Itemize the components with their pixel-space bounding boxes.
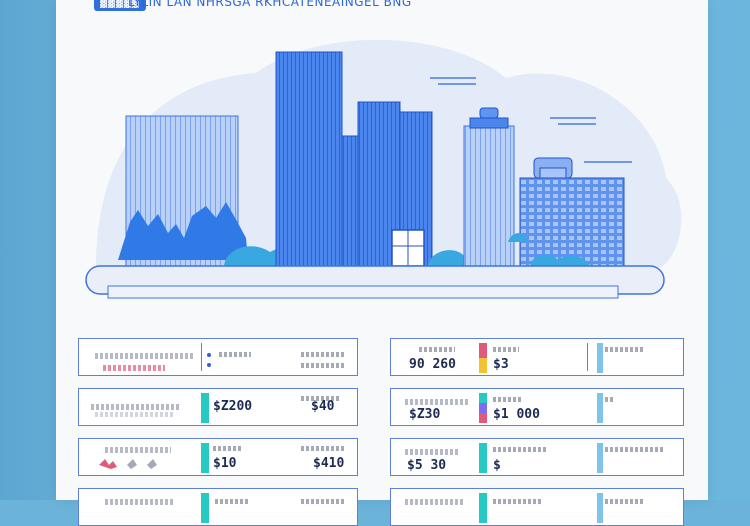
row-value-a: $10 — [213, 456, 236, 471]
row-note — [219, 352, 251, 357]
row-note — [493, 347, 519, 352]
list-item — [78, 488, 358, 526]
row-value-b: $3 — [493, 357, 509, 372]
row-value-a: $Z30 — [409, 407, 440, 422]
color-swatch — [597, 393, 603, 423]
row-value-b: $1 000 — [493, 407, 540, 422]
color-swatch — [479, 493, 487, 523]
list-item — [78, 338, 358, 376]
row-note — [605, 347, 645, 352]
list-item: $10 $410 — [78, 438, 358, 476]
row-note — [301, 352, 345, 357]
list-item — [390, 488, 684, 526]
row-sublabel — [103, 365, 165, 371]
color-swatch — [201, 443, 209, 473]
list-item: $Z30 $1 000 — [390, 388, 684, 426]
stats-panel-right: 90 260 $3 $Z30 $1 000 $5 30 — [390, 338, 684, 500]
row-note — [213, 446, 241, 451]
row-sublabel — [95, 412, 175, 417]
list-item: $5 30 $ — [390, 438, 684, 476]
row-value-b: $40 — [311, 399, 334, 414]
legend-icon — [97, 457, 167, 471]
row-value-b: $ — [493, 458, 501, 473]
row-label — [105, 447, 171, 453]
color-swatch — [479, 393, 487, 423]
list-item: 90 260 $3 — [390, 338, 684, 376]
row-label — [91, 404, 179, 410]
color-swatch — [597, 493, 603, 523]
building-right — [520, 178, 624, 266]
row-value-a: 90 260 — [409, 357, 456, 372]
tower-main — [276, 52, 342, 266]
row-note — [493, 447, 547, 452]
bullet-icon — [207, 353, 211, 357]
row-label — [419, 347, 455, 352]
color-swatch — [479, 343, 487, 373]
bullet-icon — [207, 363, 211, 367]
row-value-b: $410 — [313, 456, 344, 471]
row-label — [405, 399, 469, 405]
row-note — [605, 397, 615, 402]
cityscape-illustration — [56, 18, 708, 308]
row-label — [405, 449, 459, 455]
row-note — [493, 397, 523, 402]
row-note — [301, 363, 345, 368]
color-swatch — [597, 343, 603, 373]
list-item: $Z200 $40 — [78, 388, 358, 426]
tower-right — [464, 126, 514, 266]
infographic-sheet: ▓▓▓▓▓ LYLIN LAN NHRSGA RKHCATENEAINGEL B… — [56, 0, 708, 500]
stats-panel-left: $Z200 $40 $10 $410 — [78, 338, 358, 500]
row-value-a: $5 30 — [407, 458, 446, 473]
color-swatch — [201, 493, 209, 523]
row-note — [301, 446, 345, 451]
row-label — [95, 353, 195, 359]
color-swatch — [201, 393, 209, 423]
header-title: LYLIN LAN NHRSGA RKHCATENEAINGEL BNG — [128, 0, 412, 9]
stats-grid: $Z200 $40 $10 $410 — [78, 338, 684, 500]
row-value-a: $Z200 — [213, 399, 252, 414]
color-swatch — [597, 443, 603, 473]
tower-right-cap — [470, 118, 508, 128]
row-note — [605, 447, 665, 452]
color-swatch — [479, 443, 487, 473]
